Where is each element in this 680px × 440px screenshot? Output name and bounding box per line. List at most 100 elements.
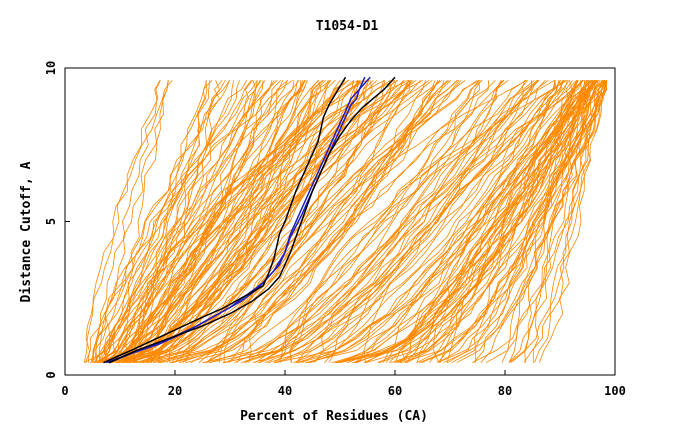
model-line-132 xyxy=(252,80,532,364)
model-line-153 xyxy=(309,80,585,364)
model-line-218 xyxy=(534,80,600,363)
model-line-50 xyxy=(128,79,332,363)
model-line-149 xyxy=(295,80,556,363)
model-line-31 xyxy=(102,80,278,363)
model-line-198 xyxy=(437,80,608,363)
model-line-99 xyxy=(167,80,410,363)
chart-title: T1054-D1 xyxy=(316,19,379,34)
x-ticks: 0 20 40 60 80 100 xyxy=(61,370,626,398)
model-line-106 xyxy=(185,79,443,363)
y-axis-label: Distance Cutoff, A xyxy=(19,161,34,302)
x-tick-label-3: 60 xyxy=(388,384,402,398)
model-line-92 xyxy=(160,80,410,364)
model-line-112 xyxy=(204,80,445,364)
y-tick-label-2: 10 xyxy=(44,61,58,75)
model-line-142 xyxy=(289,79,567,363)
model-line-64 xyxy=(126,80,359,364)
model-line-123 xyxy=(222,80,502,364)
model-line-200 xyxy=(447,80,605,364)
model-line-12 xyxy=(95,80,231,363)
model-line-117 xyxy=(218,79,478,363)
model-line-219 xyxy=(532,80,604,363)
model-line-60 xyxy=(129,80,355,364)
model-line-213 xyxy=(508,80,606,364)
model-line-102 xyxy=(179,80,441,364)
model-line-18 xyxy=(90,80,258,363)
model-line-122 xyxy=(224,80,489,364)
model-line-205 xyxy=(485,80,598,364)
highlight-lines xyxy=(103,76,396,364)
model-line-140 xyxy=(289,79,555,363)
model-line-129 xyxy=(255,80,504,364)
highlight-series-line-3 xyxy=(108,76,396,364)
model-line-15 xyxy=(98,80,240,363)
model-line-217 xyxy=(524,80,590,363)
model-line-178 xyxy=(383,80,592,363)
model-line-159 xyxy=(337,80,563,364)
model-line-5 xyxy=(94,80,223,364)
model-line-211 xyxy=(508,80,608,363)
x-tick-label-1: 20 xyxy=(168,384,182,398)
model-line-206 xyxy=(473,80,599,363)
x-axis-label: Percent of Residues (CA) xyxy=(240,409,428,424)
model-line-165 xyxy=(351,79,607,364)
model-line-36 xyxy=(112,80,308,363)
model-line-3 xyxy=(83,80,161,363)
model-line-89 xyxy=(147,79,409,363)
model-line-139 xyxy=(273,80,538,364)
model-line-14 xyxy=(92,80,230,363)
model-line-94 xyxy=(146,79,433,363)
model-line-72 xyxy=(125,79,364,363)
model-line-151 xyxy=(307,80,568,364)
model-line-74 xyxy=(130,80,378,363)
y-tick-label-1: 5 xyxy=(44,218,58,225)
model-line-128 xyxy=(248,79,527,363)
model-line-65 xyxy=(133,79,367,363)
model-line-108 xyxy=(185,80,436,364)
highlight-series-line-2 xyxy=(103,76,347,364)
model-line-55 xyxy=(124,80,349,363)
model-line-81 xyxy=(135,79,385,363)
model-line-179 xyxy=(378,80,605,364)
model-line-4 xyxy=(85,80,161,363)
model-line-118 xyxy=(209,79,483,364)
model-line-29 xyxy=(108,80,261,363)
model-line-37 xyxy=(98,79,293,363)
model-line-216 xyxy=(538,80,601,363)
model-line-208 xyxy=(472,80,608,364)
model-line-173 xyxy=(363,80,577,363)
model-line-130 xyxy=(258,80,540,364)
model-line-68 xyxy=(128,80,361,364)
model-line-75 xyxy=(132,80,370,364)
x-tick-label-0: 0 xyxy=(61,384,68,398)
x-tick-label-4: 80 xyxy=(498,384,512,398)
model-line-49 xyxy=(110,80,302,364)
model-line-138 xyxy=(277,79,538,363)
model-line-91 xyxy=(150,79,417,363)
model-line-133 xyxy=(259,79,539,364)
model-line-38 xyxy=(102,80,306,363)
model-line-210 xyxy=(501,80,604,363)
highlight-series-line-1 xyxy=(106,76,366,364)
model-line-202 xyxy=(439,80,593,363)
y-ticks: 0 5 10 xyxy=(44,61,70,379)
model-line-88 xyxy=(147,80,398,364)
model-line-183 xyxy=(394,80,579,363)
model-line-182 xyxy=(404,80,578,364)
x-tick-label-2: 40 xyxy=(278,384,292,398)
model-line-13 xyxy=(100,80,226,363)
y-tick-label-0: 0 xyxy=(44,371,58,378)
model-line-104 xyxy=(168,79,430,363)
model-line-174 xyxy=(365,79,594,364)
model-line-137 xyxy=(280,79,549,363)
model-line-8 xyxy=(97,80,208,363)
model-line-66 xyxy=(124,79,355,363)
x-tick-label-5: 100 xyxy=(604,384,626,398)
model-line-158 xyxy=(328,79,568,363)
model-line-41 xyxy=(117,80,319,364)
model-line-127 xyxy=(240,79,509,364)
model-line-215 xyxy=(523,80,588,363)
model-line-1 xyxy=(92,80,169,363)
